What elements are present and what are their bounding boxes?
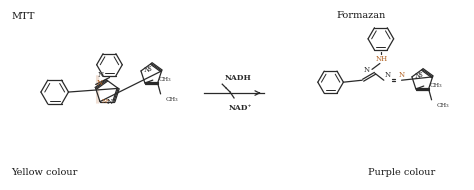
Text: CH₃: CH₃ bbox=[429, 82, 442, 88]
Text: N: N bbox=[385, 71, 391, 79]
Text: MTT: MTT bbox=[11, 12, 35, 21]
Text: N: N bbox=[98, 71, 104, 79]
Text: Purple colour: Purple colour bbox=[368, 168, 435, 177]
Text: N: N bbox=[144, 66, 150, 74]
Text: NH: NH bbox=[376, 55, 388, 63]
Text: CH₃: CH₃ bbox=[159, 77, 171, 82]
Text: N: N bbox=[107, 98, 113, 106]
Text: N: N bbox=[97, 79, 103, 87]
Text: CH₃: CH₃ bbox=[437, 103, 449, 108]
Text: S: S bbox=[147, 65, 152, 74]
Text: NADH: NADH bbox=[225, 74, 252, 82]
Text: Yellow colour: Yellow colour bbox=[11, 168, 78, 177]
Text: N: N bbox=[399, 71, 405, 79]
FancyBboxPatch shape bbox=[96, 75, 100, 104]
Text: NAD⁺: NAD⁺ bbox=[229, 104, 253, 112]
Text: CH₃: CH₃ bbox=[165, 97, 178, 102]
Text: S: S bbox=[418, 71, 423, 79]
Text: N: N bbox=[364, 66, 370, 74]
Text: Formazan: Formazan bbox=[337, 11, 386, 20]
Text: N: N bbox=[415, 72, 421, 80]
Text: N*: N* bbox=[102, 99, 110, 104]
